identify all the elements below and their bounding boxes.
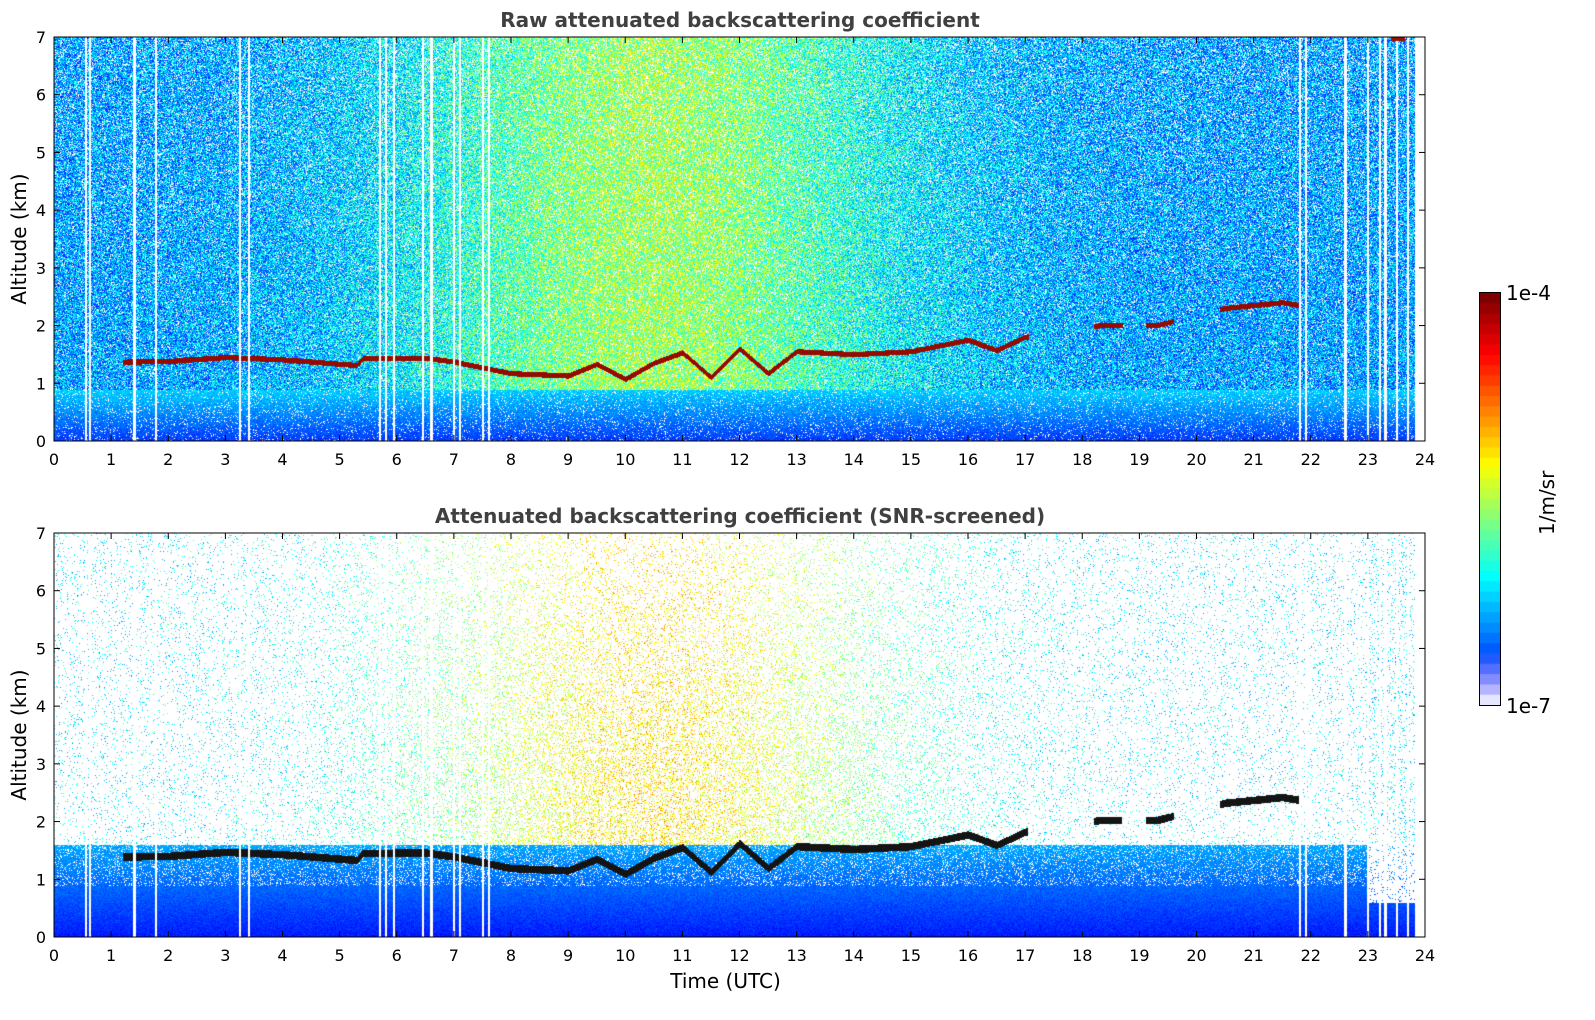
x-tick-label: 0	[49, 946, 59, 965]
y-tick-label: 2	[36, 317, 46, 336]
y-tick-label: 6	[36, 582, 46, 601]
x-tick-label: 0	[49, 450, 59, 469]
y-tick-label: 7	[36, 524, 46, 543]
x-tick-label: 17	[1015, 946, 1035, 965]
colorbar-min-label: 1e-7	[1506, 694, 1551, 718]
x-tick-label: 13	[786, 450, 806, 469]
x-tick-label: 17	[1015, 450, 1035, 469]
x-tick-label: 15	[901, 450, 921, 469]
y-tick-label: 6	[36, 86, 46, 105]
x-tick-label: 5	[335, 946, 345, 965]
x-tick-label: 6	[392, 946, 402, 965]
x-tick-label: 4	[277, 946, 287, 965]
top-heatmap	[54, 37, 1425, 441]
y-tick-label: 0	[36, 928, 46, 947]
x-tick-label: 9	[563, 946, 573, 965]
x-tick-label: 4	[277, 450, 287, 469]
bottom-plot-area	[54, 533, 1425, 937]
x-tick-label: 11	[672, 450, 692, 469]
x-tick-label: 21	[1243, 946, 1263, 965]
x-tick-label: 5	[335, 450, 345, 469]
y-tick-label: 3	[36, 259, 46, 278]
x-tick-label: 22	[1301, 450, 1321, 469]
x-tick-label: 3	[220, 450, 230, 469]
x-tick-label: 2	[163, 946, 173, 965]
y-tick-label: 4	[36, 201, 46, 220]
colorbar-max-label: 1e-4	[1506, 281, 1551, 305]
y-tick-label: 4	[36, 697, 46, 716]
x-axis-label: Time (UTC)	[669, 969, 781, 993]
y-tick-label: 5	[36, 639, 46, 658]
x-tick-label: 2	[163, 450, 173, 469]
bottom-heatmap	[54, 533, 1425, 937]
x-tick-label: 8	[506, 946, 516, 965]
y-tick-label: 3	[36, 755, 46, 774]
x-tick-label: 20	[1186, 450, 1206, 469]
x-tick-label: 23	[1358, 946, 1378, 965]
plot-frame	[53, 532, 1426, 938]
x-tick-label: 7	[449, 946, 459, 965]
x-tick-label: 7	[449, 450, 459, 469]
x-tick-label: 21	[1243, 450, 1263, 469]
x-tick-label: 15	[901, 946, 921, 965]
x-tick-label: 9	[563, 450, 573, 469]
y-tick-label: 7	[36, 28, 46, 47]
top-chart-title: Raw attenuated backscattering coefficien…	[500, 8, 980, 32]
x-tick-label: 24	[1415, 946, 1435, 965]
x-tick-label: 3	[220, 946, 230, 965]
x-tick-label: 11	[672, 946, 692, 965]
colorbar	[1479, 292, 1501, 706]
x-tick-label: 18	[1072, 946, 1092, 965]
y-tick-label: 2	[36, 813, 46, 832]
y-axis-label: Altitude (km)	[7, 669, 31, 800]
x-tick-label: 13	[786, 946, 806, 965]
y-tick-label: 1	[36, 374, 46, 393]
x-tick-label: 22	[1301, 946, 1321, 965]
x-tick-label: 19	[1129, 450, 1149, 469]
x-tick-label: 16	[958, 450, 978, 469]
x-tick-label: 8	[506, 450, 516, 469]
y-axis-label: Altitude (km)	[7, 173, 31, 304]
x-tick-label: 20	[1186, 946, 1206, 965]
y-tick-label: 1	[36, 870, 46, 889]
x-tick-label: 18	[1072, 450, 1092, 469]
x-tick-label: 19	[1129, 946, 1149, 965]
x-tick-label: 1	[106, 450, 116, 469]
colorbar-unit-label: 1/m/sr	[1535, 470, 1559, 535]
y-tick-label: 5	[36, 143, 46, 162]
x-tick-label: 14	[844, 946, 864, 965]
y-tick-label: 0	[36, 432, 46, 451]
x-tick-label: 10	[615, 946, 635, 965]
bottom-chart-title: Attenuated backscattering coefficient (S…	[434, 504, 1046, 528]
x-tick-label: 23	[1358, 450, 1378, 469]
x-tick-label: 12	[729, 946, 749, 965]
x-tick-label: 24	[1415, 450, 1435, 469]
top-plot-area	[54, 37, 1425, 441]
x-tick-label: 16	[958, 946, 978, 965]
x-tick-label: 12	[729, 450, 749, 469]
x-tick-label: 6	[392, 450, 402, 469]
x-tick-label: 1	[106, 946, 116, 965]
x-tick-label: 14	[844, 450, 864, 469]
x-tick-label: 10	[615, 450, 635, 469]
